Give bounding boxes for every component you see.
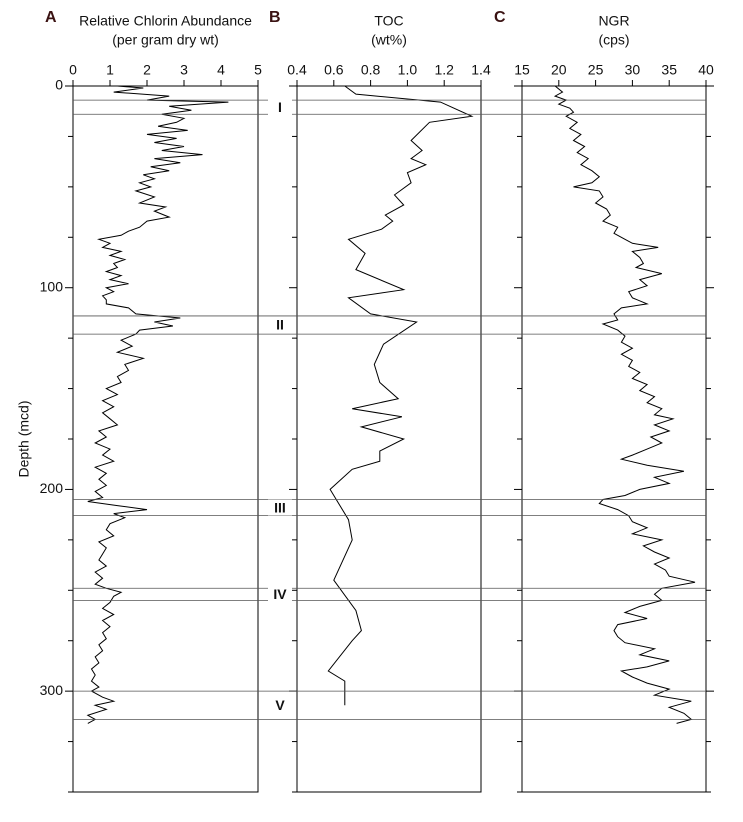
zone-label-bg	[268, 99, 292, 116]
x-tick-label: 15	[514, 62, 530, 78]
x-tick-label: 40	[698, 62, 714, 78]
data-line	[553, 85, 696, 724]
x-tick-label: 0.6	[324, 62, 344, 78]
x-tick-label: 20	[551, 62, 567, 78]
data-line	[327, 85, 474, 706]
x-tick-label: 2	[143, 62, 151, 78]
x-tick-label: 1	[106, 62, 114, 78]
zone-label: I	[278, 99, 282, 115]
panel-frame	[72, 85, 259, 793]
panel-subtitle: (wt%)	[371, 32, 407, 48]
zone-label: IV	[273, 586, 287, 602]
x-tick-label: 1.2	[434, 62, 454, 78]
x-tick-label: 0	[69, 62, 77, 78]
panel-title: Relative Chlorin Abundance	[79, 13, 252, 29]
panel-subtitle: (per gram dry wt)	[112, 32, 219, 48]
panel-frame	[521, 85, 707, 793]
panel-title: NGR	[598, 13, 629, 29]
y-axis-label: Depth (mcd)	[16, 400, 32, 477]
x-tick-label: 1.0	[398, 62, 418, 78]
zone-label-bg	[268, 586, 292, 603]
x-tick-label: 1.4	[471, 62, 491, 78]
x-tick-label: 25	[588, 62, 604, 78]
x-tick-label: 35	[661, 62, 677, 78]
y-tick-label: 200	[40, 480, 64, 496]
zone-label-bg	[268, 499, 292, 516]
x-tick-label: 5	[254, 62, 262, 78]
panel-frame	[296, 85, 482, 793]
y-tick-label: 300	[40, 682, 64, 698]
y-tick-label: 100	[40, 278, 64, 294]
panel-title: TOC	[374, 13, 403, 29]
y-tick-label: 0	[55, 77, 63, 93]
zone-label-bg	[268, 317, 292, 334]
zone-label: II	[276, 317, 284, 333]
x-tick-label: 3	[180, 62, 188, 78]
x-tick-label: 0.4	[287, 62, 307, 78]
zone-label-bg	[268, 697, 292, 714]
x-tick-label: 0.8	[361, 62, 381, 78]
zone-label: V	[275, 697, 285, 713]
x-tick-label: 4	[217, 62, 225, 78]
panel-subtitle: (cps)	[598, 32, 629, 48]
panel-letter: C	[494, 9, 506, 26]
zone-label: III	[274, 499, 286, 515]
x-tick-label: 30	[625, 62, 641, 78]
panel-letter: B	[269, 9, 281, 26]
panel-letter: A	[45, 9, 57, 26]
data-line	[86, 85, 229, 724]
